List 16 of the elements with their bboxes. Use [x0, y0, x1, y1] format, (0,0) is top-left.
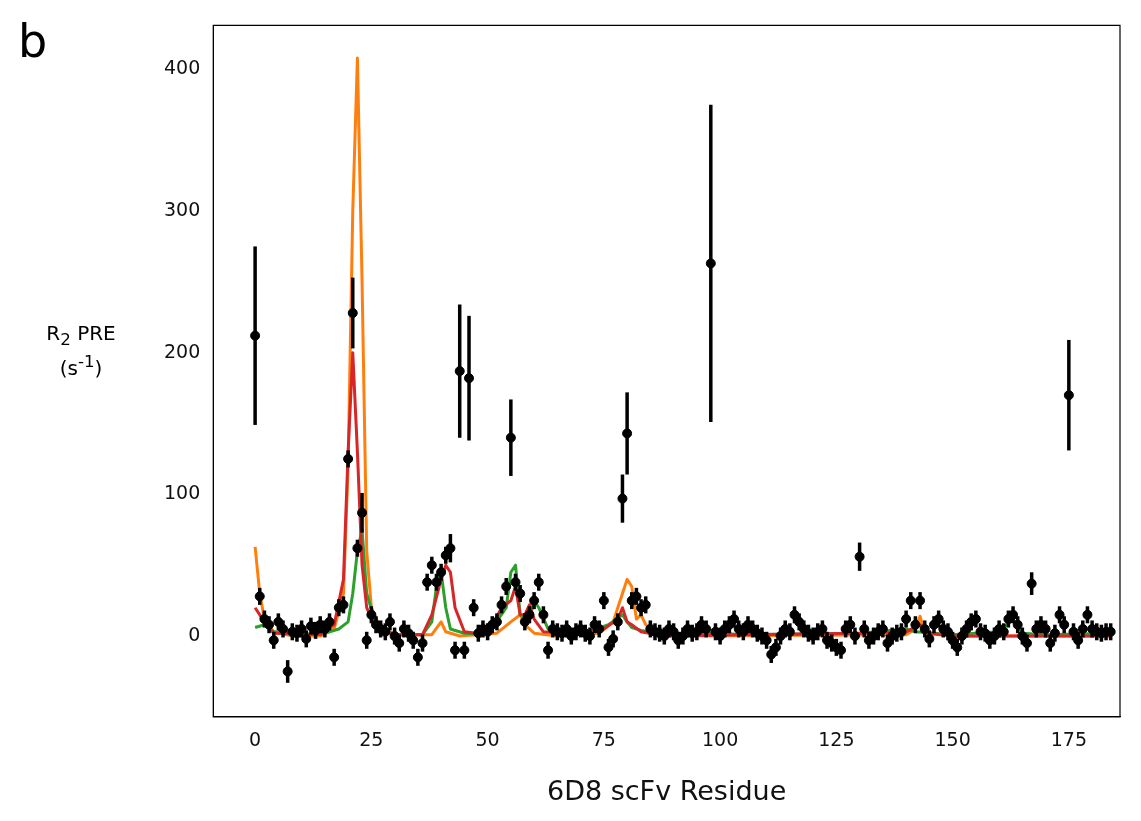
y-axis-title: R$_{2}$ PRE (s$^{-1}$) — [45, 320, 117, 381]
x-axis-title: 6D8 scFv Residue — [546, 774, 787, 806]
text: b — [18, 14, 48, 68]
y-tick-label: 400 — [164, 56, 201, 79]
y-tick-label: 100 — [164, 481, 201, 504]
x-tick-label: 25 — [359, 728, 384, 751]
x-tick-label: 150 — [934, 728, 971, 751]
y-tick-label: 200 — [164, 339, 201, 362]
x-tick-label: 0 — [249, 728, 262, 751]
x-tick-label: 100 — [701, 728, 739, 751]
x-tick-label: 175 — [1050, 728, 1087, 751]
x-tick-label: 50 — [475, 728, 500, 751]
y-tick-label: 300 — [164, 197, 201, 220]
y-tick-label: 0 — [188, 622, 201, 645]
x-tick-label: 75 — [591, 728, 616, 751]
x-tick-label: 125 — [818, 728, 855, 751]
